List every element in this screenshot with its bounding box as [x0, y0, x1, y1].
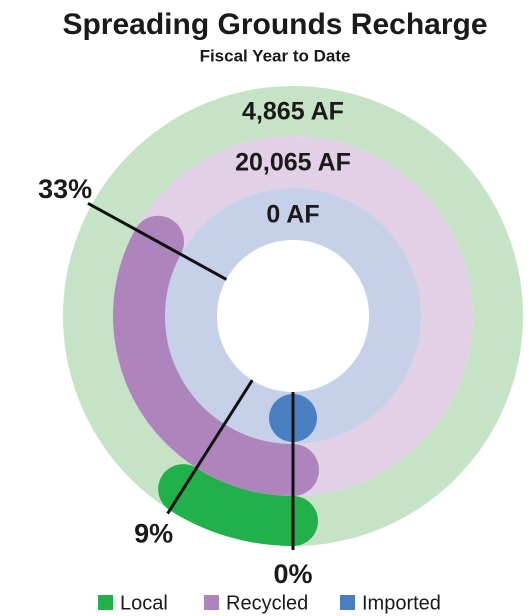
- legend-label: Local: [120, 592, 168, 614]
- chart-title: Spreading Grounds Recharge: [62, 8, 487, 41]
- amount-label: 20,065 AF: [235, 149, 351, 177]
- leader-line: [166, 379, 254, 515]
- arc-bar: [113, 215, 319, 496]
- legend-label: Recycled: [226, 592, 308, 614]
- legend-swatch: [204, 595, 219, 610]
- leader-line: [87, 201, 228, 281]
- legend-label: Imported: [362, 592, 441, 614]
- percent-label: 0%: [273, 559, 312, 589]
- center-hole: [217, 240, 369, 392]
- amount-label: 4,865 AF: [242, 98, 344, 126]
- legend-swatch: [98, 595, 113, 610]
- percent-label: 9%: [134, 519, 173, 549]
- legend-swatch: [340, 595, 355, 610]
- arc-bar: [158, 464, 318, 546]
- amount-label: 0 AF: [266, 201, 319, 229]
- chart-subtitle: Fiscal Year to Date: [200, 46, 351, 65]
- percent-label: 33%: [38, 174, 92, 204]
